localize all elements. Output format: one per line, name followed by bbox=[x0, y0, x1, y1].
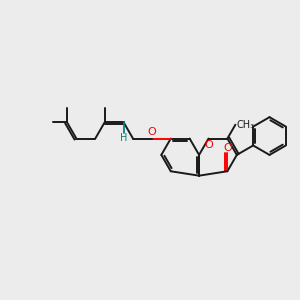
Text: H: H bbox=[120, 133, 127, 143]
Text: O: O bbox=[205, 140, 213, 150]
Text: O: O bbox=[223, 142, 232, 153]
Text: O: O bbox=[148, 127, 156, 137]
Text: CH₃: CH₃ bbox=[237, 120, 255, 130]
